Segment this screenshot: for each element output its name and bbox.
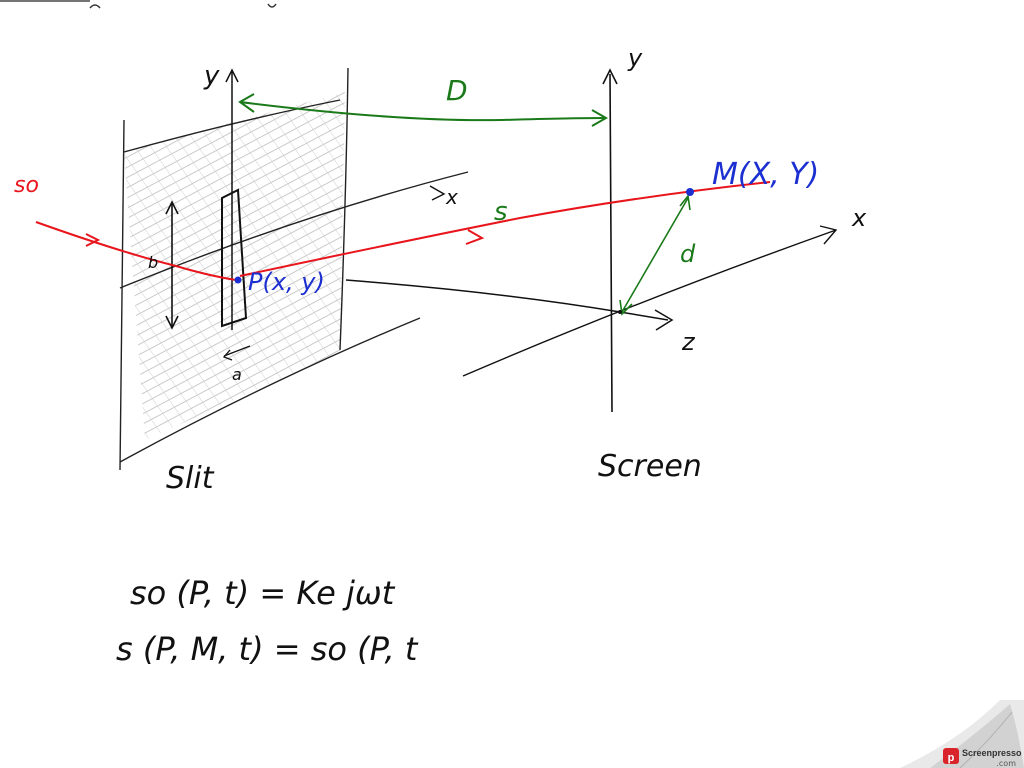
screen-plane	[462, 225, 838, 377]
slit-y-axis	[225, 68, 239, 330]
edge-scribble	[89, 4, 101, 9]
screen-y-axis	[602, 68, 618, 413]
label-slit-width: a	[232, 365, 242, 384]
watermark-domain: .com	[996, 759, 1016, 768]
slit-plane-shading	[124, 92, 345, 440]
caption-screen: Screen	[598, 449, 702, 484]
label-distance-d: d	[680, 240, 696, 268]
slit-width-arrow	[222, 345, 251, 361]
equation-1: so (P, t) = Ke jωt	[130, 574, 396, 612]
watermark: p Screenpresso .com	[943, 748, 1022, 768]
label-slit-y: y	[203, 61, 220, 91]
caption-slit: Slit	[166, 461, 215, 496]
distance-d-arrow	[619, 194, 691, 316]
point-m-marker	[686, 188, 694, 196]
label-z: z	[681, 328, 696, 356]
watermark-brand: Screenpresso	[962, 748, 1022, 758]
z-axis	[345, 279, 674, 331]
label-slit-x: x	[445, 185, 458, 209]
slit-plane-outline	[119, 67, 469, 471]
label-point-p: P(x, y)	[248, 268, 325, 296]
edge-scribble	[267, 3, 277, 8]
label-point-m: M(X, Y)	[712, 157, 819, 192]
incident-ray	[35, 221, 237, 281]
label-path: s	[494, 197, 508, 227]
screenpresso-logo-icon	[943, 748, 959, 764]
logo-glyph: p	[948, 752, 955, 764]
label-slit-height: b	[148, 253, 158, 272]
slit-x-axis	[429, 185, 446, 201]
equation-2: s (P, M, t) = so (P, t	[116, 630, 419, 668]
label-screen-x: x	[851, 204, 867, 232]
label-distance: D	[446, 74, 468, 107]
point-p-marker	[234, 276, 242, 284]
distance-arrow	[238, 93, 609, 127]
label-screen-y: y	[627, 44, 643, 72]
origin-marker	[618, 310, 622, 314]
slit-aperture	[221, 188, 248, 328]
label-source-wave: so	[14, 173, 39, 198]
